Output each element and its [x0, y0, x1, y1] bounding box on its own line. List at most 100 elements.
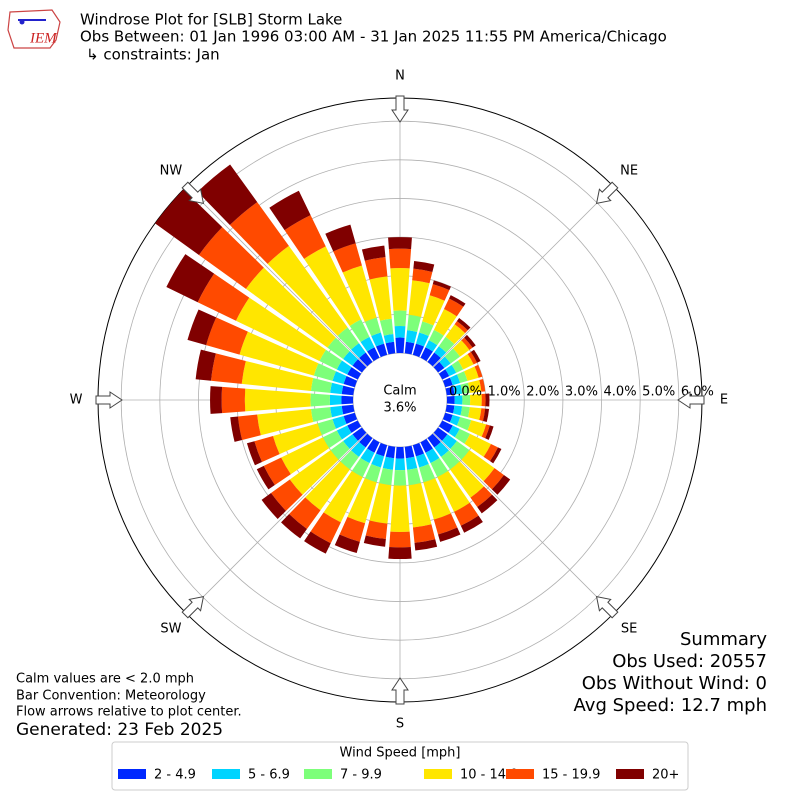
bar-segment [470, 349, 481, 363]
bar-segment [432, 280, 451, 291]
bar-segment [408, 483, 432, 528]
bar-segment [423, 478, 451, 520]
bar-segment [412, 524, 436, 543]
bar-segment [428, 329, 444, 346]
bar-segment [434, 346, 447, 358]
legend-label: 2 - 4.9 [154, 768, 196, 783]
bar-segment [412, 268, 433, 284]
bar-segment [404, 445, 415, 459]
bar-segment [352, 427, 367, 441]
legend-title: Wind Speed [mph] [340, 746, 461, 761]
bar-segment [443, 298, 464, 317]
bar-segment [241, 360, 314, 391]
bar-segment [481, 424, 490, 439]
bar-segment [445, 324, 466, 345]
bar-segment [330, 382, 344, 395]
arrow-shape [181, 181, 205, 205]
bar-segment [351, 343, 366, 358]
grid-spoke [432, 186, 614, 368]
bar-segment [394, 458, 406, 471]
legend-swatch [616, 769, 644, 779]
bar-segment [343, 434, 358, 449]
bar-segment [332, 415, 347, 429]
legend-label: 15 - 19.9 [542, 768, 600, 783]
bar-segment [439, 356, 451, 368]
bar-segment [272, 423, 322, 455]
bar-segment [448, 425, 460, 438]
bar-segment [437, 470, 470, 512]
compass-label: NE [620, 163, 638, 178]
bar-segment [467, 351, 478, 365]
bar-segment [454, 428, 471, 444]
bar-segment [445, 404, 455, 414]
bar-segment [393, 469, 407, 486]
r-tick-label: 0.0% [449, 385, 482, 400]
bar-segment [430, 458, 449, 478]
legend-swatch [424, 769, 452, 779]
bar-segment [166, 254, 215, 303]
bar-segment [364, 464, 381, 483]
bar-segment [281, 437, 330, 475]
bar-segment [490, 447, 502, 464]
bar-segment [438, 527, 461, 542]
bar-segment [371, 453, 385, 468]
compass-label: NW [160, 163, 183, 178]
bar-segment [155, 189, 223, 255]
bar-segment [415, 332, 429, 347]
bar-segment [450, 441, 470, 460]
bar-segment [442, 434, 457, 449]
compass-label: N [395, 69, 405, 84]
bar-segment [333, 243, 362, 273]
generated: Generated: 23 Feb 2025 [16, 720, 223, 740]
bar-segment [449, 374, 461, 386]
bar-segment [433, 308, 457, 336]
bar-segment [347, 478, 377, 524]
bar-segment [378, 468, 393, 486]
bar-segment [454, 502, 479, 526]
bar-segment [363, 535, 386, 547]
bar-segment [412, 343, 425, 358]
bar-segment [269, 190, 311, 231]
bar-segment [361, 245, 386, 261]
bar-segment [329, 394, 342, 406]
arrow-shape [595, 595, 619, 619]
bar-segment [456, 417, 472, 431]
grid-spoke [186, 432, 368, 614]
bar-segment [468, 407, 482, 421]
bar-segment [313, 363, 336, 381]
r-tick-label: 4.0% [604, 385, 637, 400]
legend-swatch [212, 769, 240, 779]
grid-spoke [432, 432, 614, 614]
bar-segment [395, 446, 405, 459]
bar-segment [385, 445, 396, 459]
bar-segment [323, 470, 363, 523]
bar-segment [434, 442, 449, 457]
bar-segment [327, 337, 350, 359]
bar-segment [405, 456, 418, 470]
bar-segment [390, 485, 410, 532]
bar-segment [289, 497, 321, 529]
bar-segment [364, 257, 388, 280]
bar-segment [442, 412, 453, 423]
bar-segment [360, 448, 375, 464]
bar-segment [271, 479, 303, 511]
note: Flow arrows relative to plot center. [16, 705, 242, 720]
bar-segment [211, 353, 246, 384]
bar-segment [414, 539, 438, 551]
bar-segment [491, 474, 511, 495]
bar-segment [235, 297, 326, 362]
compass-arrow [391, 95, 409, 123]
bar-segment [261, 493, 286, 519]
bar-segment [427, 352, 441, 367]
bar-segment [405, 330, 418, 344]
bar-segment [246, 441, 262, 466]
r-tick-label: 1.0% [488, 385, 521, 400]
bar-segment [461, 450, 495, 482]
bar-segment [462, 394, 471, 406]
bar-segment [347, 420, 362, 433]
bar-segment [483, 408, 490, 422]
summary: Obs Without Wind: 0 [582, 673, 767, 694]
bar-segment [371, 332, 385, 347]
bar-segment [460, 382, 470, 394]
bar-segment [336, 360, 352, 375]
